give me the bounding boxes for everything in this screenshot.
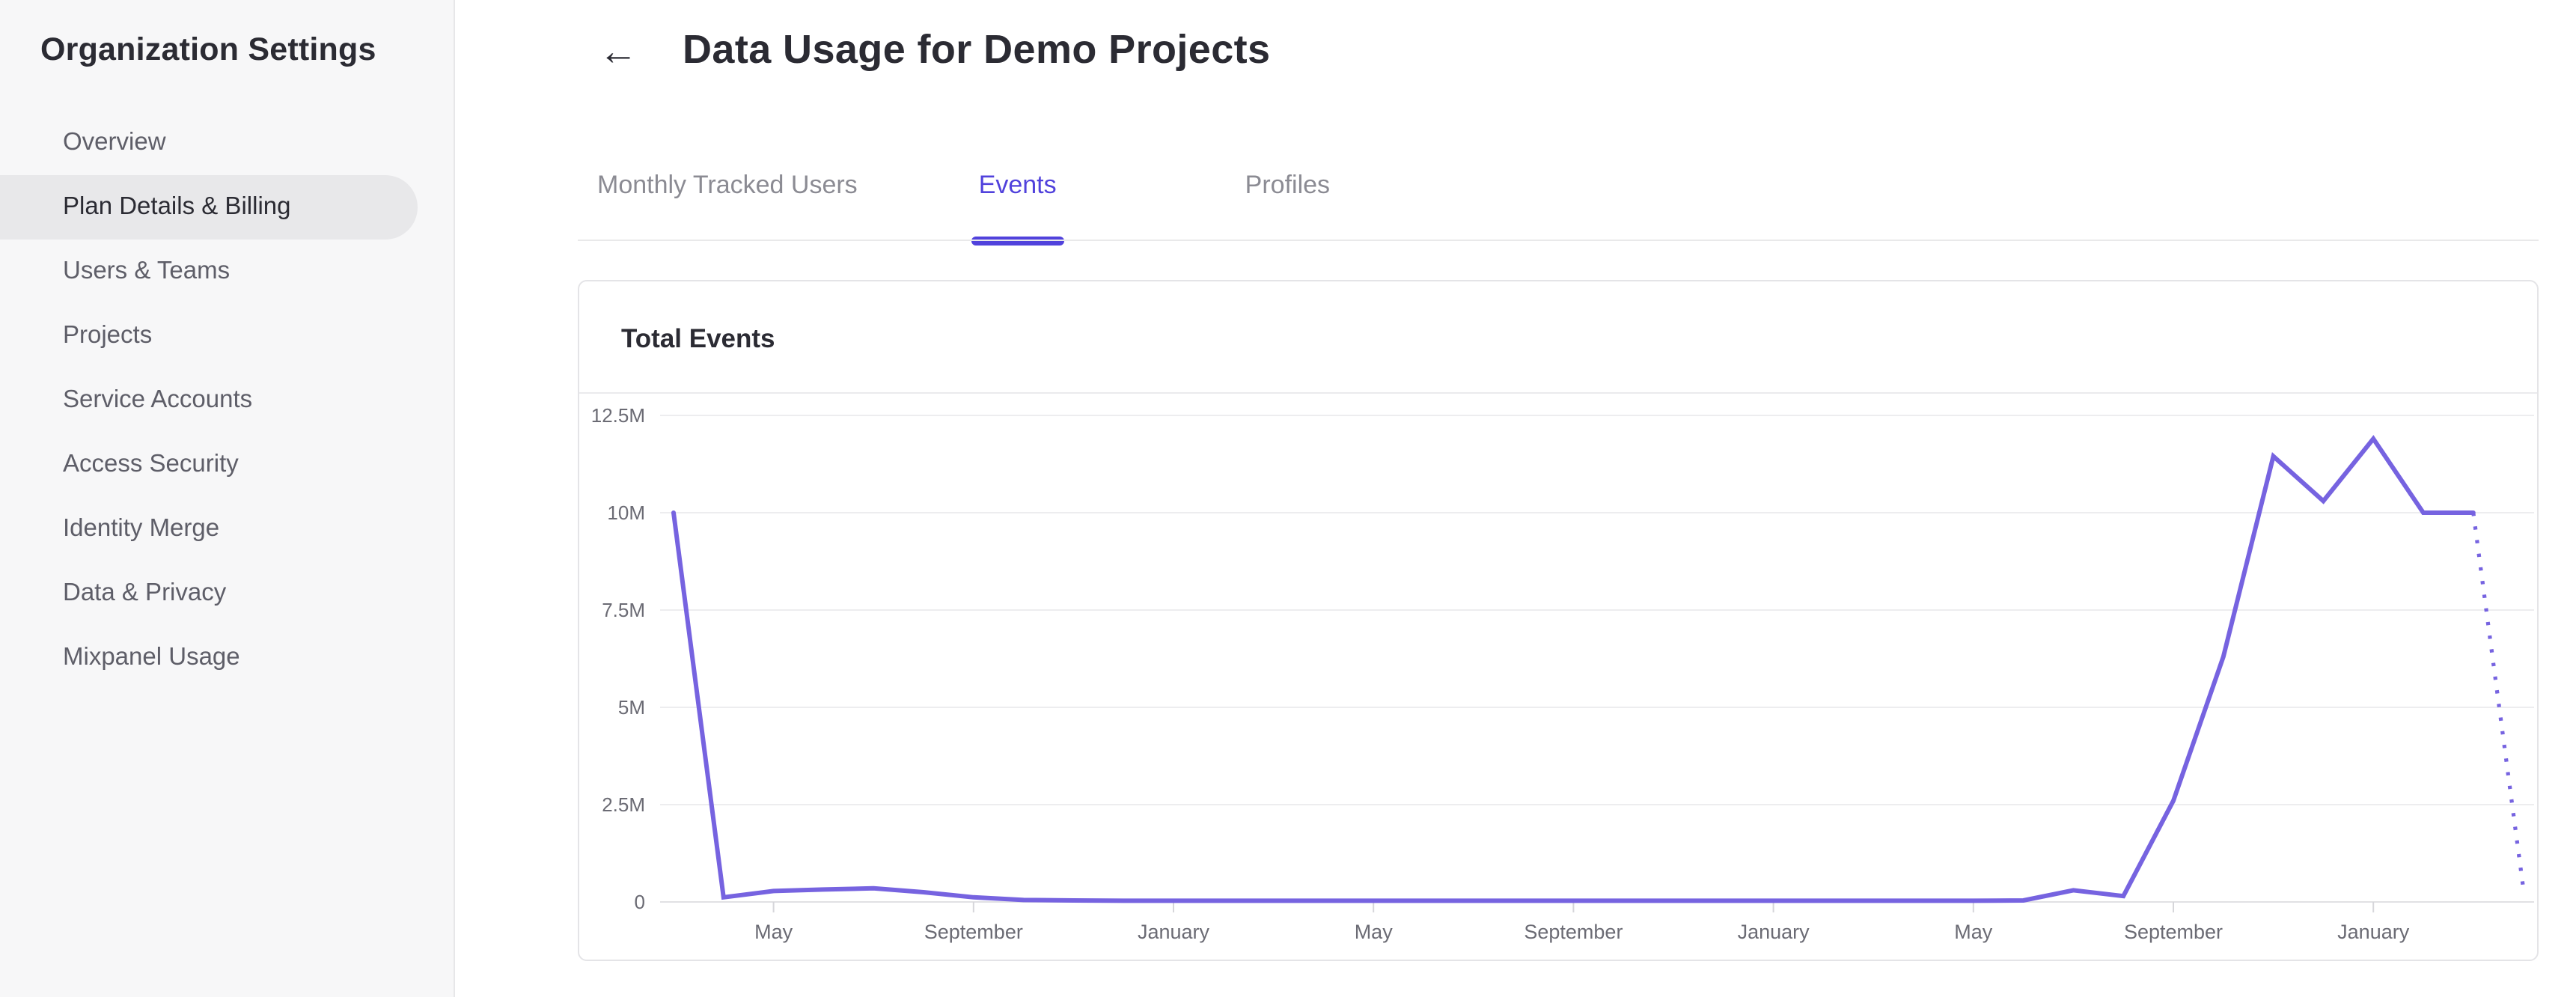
tab-monthly-tracked-users[interactable]: Monthly Tracked Users	[597, 154, 858, 240]
x-axis-label: September	[1524, 921, 1623, 943]
tab-label: Events	[978, 171, 1057, 199]
tab-label: Profiles	[1245, 171, 1331, 199]
tab-bar: Monthly Tracked Users Events Profiles	[597, 154, 1330, 246]
sidebar-item-label: Data & Privacy	[63, 579, 227, 606]
x-axis-label: September	[924, 921, 1023, 943]
x-axis-label: May	[1355, 921, 1394, 943]
y-axis-label: 0	[635, 891, 645, 913]
x-axis-label: January	[1138, 921, 1210, 943]
y-axis-label: 12.5M	[591, 404, 645, 427]
tab-bar-divider	[578, 240, 2539, 241]
sidebar-item-projects[interactable]: Projects	[0, 304, 454, 368]
back-arrow-icon: ←	[599, 28, 638, 73]
sidebar-item-label: Plan Details & Billing	[63, 193, 291, 220]
sidebar-item-access-security[interactable]: Access Security	[0, 433, 454, 497]
events-chart-svg: 12.5M 10M 7.5M 5M 2.5M 0 May September January Ma…	[591, 404, 2534, 943]
y-axis-label: 10M	[607, 501, 645, 524]
tab-events[interactable]: Events	[971, 154, 1064, 246]
x-axis-label: May	[754, 921, 793, 943]
main-content: ← Data Usage for Demo Projects Monthly T…	[455, 0, 2576, 997]
sidebar-nav: Overview Plan Details & Billing Users & Te…	[0, 111, 454, 690]
sidebar-item-identity-merge[interactable]: Identity Merge	[0, 497, 454, 561]
events-line-solid	[671, 435, 2476, 903]
y-axis-label: 5M	[618, 696, 645, 719]
sidebar-item-label: Overview	[63, 129, 166, 156]
events-line-projected	[2471, 512, 2526, 889]
sidebar-item-label: Identity Merge	[63, 515, 220, 542]
total-events-card: Total Events 12.5M 10M 7.5M 5M 2.5M 0 May Septe…	[578, 280, 2539, 961]
x-axis-label: May	[1954, 921, 1993, 943]
sidebar-item-data-privacy[interactable]: Data & Privacy	[0, 561, 454, 626]
sidebar-item-mixpanel-usage[interactable]: Mixpanel Usage	[0, 626, 454, 690]
x-axis-label: January	[2337, 921, 2410, 943]
sidebar-item-users-teams[interactable]: Users & Teams	[0, 240, 454, 304]
x-axis-label: January	[1738, 921, 1810, 943]
tab-label: Monthly Tracked Users	[597, 171, 858, 199]
chart-title: Total Events	[621, 323, 775, 353]
sidebar-item-service-accounts[interactable]: Service Accounts	[0, 368, 454, 433]
sidebar-item-overview[interactable]: Overview	[0, 111, 454, 175]
sidebar: Organization Settings Overview Plan Detai…	[0, 0, 455, 997]
sidebar-item-label: Users & Teams	[63, 257, 231, 284]
sidebar-item-plan-details-billing[interactable]: Plan Details & Billing	[0, 175, 418, 240]
x-axis-label: September	[2124, 921, 2223, 943]
sidebar-title: Organization Settings	[40, 31, 376, 67]
sidebar-item-label: Projects	[63, 322, 153, 349]
sidebar-item-label: Mixpanel Usage	[63, 644, 240, 671]
y-axis-label: 7.5M	[602, 599, 645, 621]
events-chart[interactable]: 12.5M 10M 7.5M 5M 2.5M 0 May September January Ma…	[579, 392, 2537, 960]
sidebar-item-label: Access Security	[63, 451, 239, 478]
sidebar-item-label: Service Accounts	[63, 386, 253, 413]
y-axis-label: 2.5M	[602, 793, 645, 816]
back-button[interactable]: ←	[593, 25, 644, 76]
tab-profiles[interactable]: Profiles	[1245, 154, 1330, 240]
card-header-divider	[579, 392, 2537, 394]
page-title: Data Usage for Demo Projects	[683, 27, 1271, 72]
